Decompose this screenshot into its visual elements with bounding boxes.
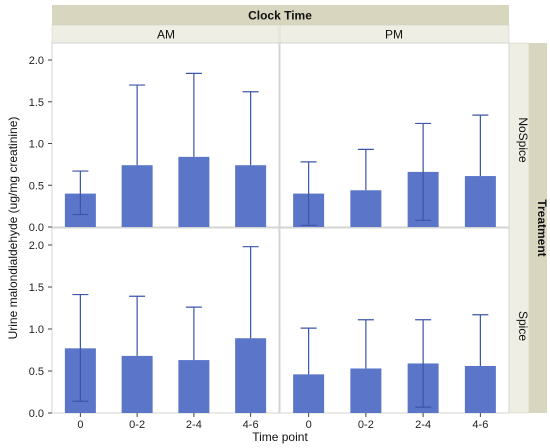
y-tick-label-spice-1.5: 1.5 xyxy=(29,282,44,294)
x-tick-label-am-2-4: 2-4 xyxy=(186,419,202,431)
treatment-header: Treatment xyxy=(535,199,549,256)
bar-nospice-am-4-6 xyxy=(235,165,267,227)
y-tick-label-nospice-1.0: 1.0 xyxy=(29,139,44,151)
bar-spice-pm-0-2 xyxy=(350,368,382,413)
y-tick-label-nospice-1.5: 1.5 xyxy=(29,97,44,109)
y-axis-label: Urine malondialdehyde (ug/mg creatinine) xyxy=(6,117,20,340)
x-tick-label-pm-4-6: 4-6 xyxy=(472,419,488,431)
column-header-am: AM xyxy=(157,28,175,42)
x-tick-label-am-0-2: 0-2 xyxy=(129,419,145,431)
clock-time-header: Clock Time xyxy=(248,9,312,23)
plot-area: 0.0 0.5 1.0 1.5 2.0 0.0 0.5 1.0 1.5 2.0 0 0-2 2-4 4-6… xyxy=(29,42,510,431)
column-header-pm: PM xyxy=(385,28,403,42)
bar-nospice-am-0-2 xyxy=(121,165,153,227)
bar-nospice-pm-0-2 xyxy=(350,190,382,227)
bar-nospice-am-2-4 xyxy=(178,156,210,227)
x-tick-label-pm-0-2: 0-2 xyxy=(358,419,374,431)
y-tick-label-nospice-0.5: 0.5 xyxy=(29,180,44,192)
x-tick-label-pm-2-4: 2-4 xyxy=(415,419,431,431)
x-tick-label-am-4-6: 4-6 xyxy=(243,419,259,431)
clock-time-header-bg xyxy=(52,5,509,25)
bar-spice-pm-4-6 xyxy=(464,365,496,413)
treatment-header-bg xyxy=(529,43,547,413)
y-tick-label-spice-2.0: 2.0 xyxy=(29,240,44,252)
y-tick-label-spice-0.5: 0.5 xyxy=(29,366,44,378)
row-header-nospice: NoSpice xyxy=(516,117,530,163)
x-tick-label-pm-0: 0 xyxy=(306,419,312,431)
bar-spice-pm-0 xyxy=(293,374,325,413)
bar-spice-am-0-2 xyxy=(121,355,153,413)
y-tick-label-spice-0.0: 0.0 xyxy=(29,408,44,420)
bar-spice-am-2-4 xyxy=(178,360,210,413)
bar-spice-am-4-6 xyxy=(235,338,267,413)
x-tick-label-am-0: 0 xyxy=(77,419,83,431)
row-header-spice: Spice xyxy=(516,311,530,341)
y-tick-label-nospice-2.0: 2.0 xyxy=(29,55,44,67)
x-axis-label: Time point xyxy=(252,430,308,444)
y-tick-label-spice-1.0: 1.0 xyxy=(29,324,44,336)
y-tick-label-nospice-0.0: 0.0 xyxy=(29,222,44,234)
row-headers-bg xyxy=(508,42,530,414)
bar-nospice-pm-4-6 xyxy=(464,176,496,227)
